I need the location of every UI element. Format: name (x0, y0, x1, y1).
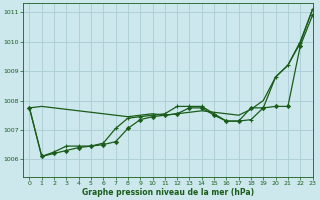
X-axis label: Graphe pression niveau de la mer (hPa): Graphe pression niveau de la mer (hPa) (82, 188, 254, 197)
